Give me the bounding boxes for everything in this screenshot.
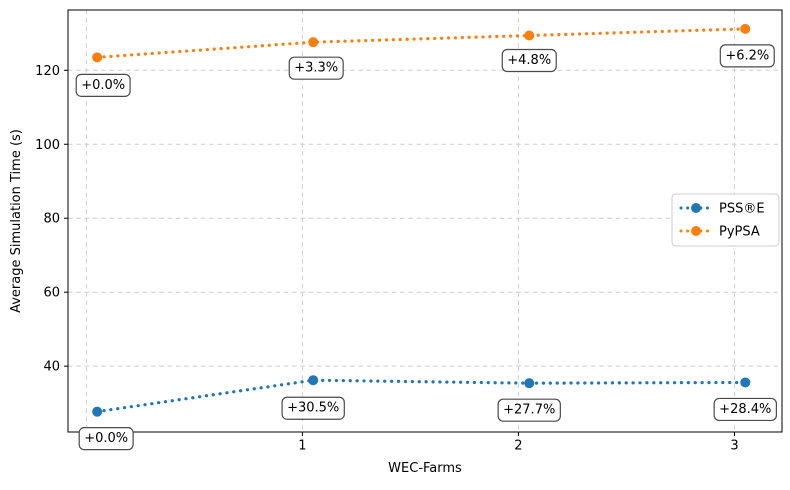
gridlines: [68, 10, 782, 432]
annotation-label: +0.0%: [84, 431, 128, 446]
annotation-box: [497, 398, 561, 422]
legend-label: PyPSA: [719, 225, 760, 240]
legend: PSS®E PyPSA: [671, 193, 780, 247]
x-axis-label: WEC-Farms: [388, 461, 462, 476]
y-tick-label: 80: [43, 212, 60, 227]
annotation-label: +6.2%: [725, 48, 769, 63]
annotation-label: +27.7%: [503, 403, 555, 418]
data-point: [92, 406, 103, 417]
annotation-box: [719, 44, 775, 68]
y-tick-label: 60: [43, 286, 60, 301]
series-pss-e: [92, 375, 751, 417]
y-tick-label: 120: [35, 64, 60, 79]
y-tick-label: 100: [35, 138, 60, 153]
axis-ticks: 0123406080100120: [35, 64, 738, 454]
legend-marker: [691, 226, 701, 236]
data-point: [308, 375, 319, 386]
series-line: [95, 27, 747, 59]
data-point: [740, 377, 751, 388]
annotations: +0.0% +30.5% +27.7% +28.4% +0.0% +3.3% +4.8% +6…: [75, 44, 777, 451]
legend-label: PSS®E: [719, 202, 765, 217]
x-tick-label: 1: [298, 439, 306, 454]
legend-item-pss-e: PSS®E: [679, 202, 765, 217]
annotation-box: [78, 427, 134, 451]
annotation-box: [501, 48, 557, 73]
data-point: [524, 378, 535, 389]
data-point: [524, 30, 535, 41]
series-pypsa: [92, 23, 751, 63]
legend-marker: [691, 203, 701, 213]
data-point: [308, 37, 319, 48]
data-point: [740, 23, 751, 34]
annotation-label: +30.5%: [287, 401, 339, 416]
legend-item-pypsa: PyPSA: [679, 225, 760, 240]
annotation-label: +0.0%: [81, 78, 125, 93]
annotation-box: [288, 56, 344, 80]
y-axis-label: Average Simulation Time (s): [9, 129, 24, 313]
annotation-box: [75, 73, 131, 97]
series-line: [95, 378, 747, 414]
x-tick-label: 3: [730, 439, 738, 454]
x-tick-label: 2: [514, 439, 522, 454]
y-tick-label: 40: [43, 360, 60, 375]
annotation-label: +3.3%: [294, 61, 338, 76]
plot-frame: [67, 9, 783, 433]
annotation-label: +4.8%: [507, 53, 551, 68]
data-point: [92, 52, 103, 63]
annotation-box: [713, 397, 777, 422]
annotation-box: [281, 396, 345, 420]
annotation-label: +28.4%: [719, 402, 771, 417]
